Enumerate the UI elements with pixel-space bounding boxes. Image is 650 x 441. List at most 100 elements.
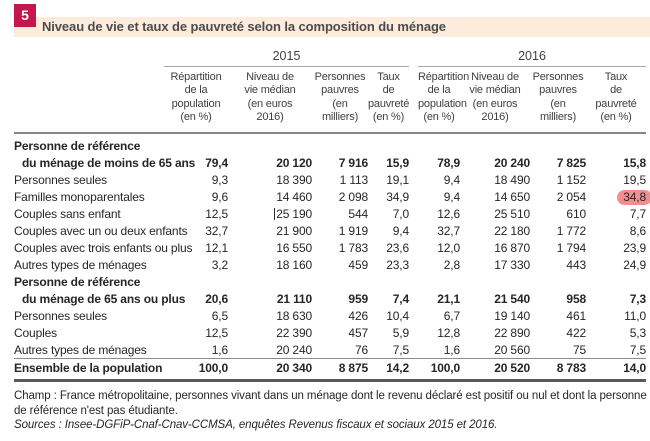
cell-value — [228, 133, 312, 154]
cell-value: 1,6 — [443, 342, 460, 357]
row-label: Familles monoparentales — [14, 190, 145, 204]
col-header-repartition-2016: Répartition de la population (en %) — [418, 66, 469, 134]
table-row: Ensemble de la population 100,0 20 340 8 87… — [14, 357, 646, 382]
cell-value — [312, 273, 368, 290]
cell-value — [228, 273, 312, 290]
group-gap — [409, 133, 418, 154]
cell-value: 8 875 — [312, 357, 368, 382]
cell-value: 6,7 — [443, 309, 460, 323]
table-row: Personne de référence — [14, 273, 646, 290]
cell-value: 2,8 — [443, 258, 460, 272]
cell-value: 426 — [348, 309, 368, 323]
cell-value: 19 140 — [494, 309, 530, 323]
cell-value: 22 890 — [494, 326, 530, 340]
cell-value — [418, 273, 460, 290]
cell-value: 7,3 — [629, 292, 646, 306]
empty-corner-cell — [14, 66, 164, 134]
title-banner: Niveau de vie et taux de pauvreté selon … — [14, 17, 650, 37]
cell-value: 5,3 — [629, 326, 646, 340]
cell-value — [418, 133, 460, 154]
row-label: Personnes seules — [14, 309, 107, 323]
cell-value: 75 — [572, 342, 586, 357]
cell-value — [164, 273, 228, 290]
row-label: Personne de référence — [14, 139, 141, 153]
cell-value: 17 330 — [494, 258, 530, 272]
cell-value: 9,6 — [211, 190, 228, 204]
cell-value: 8,6 — [629, 224, 646, 238]
cell-value: 23,6 — [386, 241, 409, 255]
group-gap — [409, 205, 418, 222]
table-row: du ménage de moins de 65 ans 79,4 20 120 7 … — [14, 154, 646, 171]
cell-value: 21 900 — [276, 224, 312, 238]
cell-value: 9,4 — [443, 190, 460, 204]
text-cursor — [274, 208, 276, 220]
cell-value: 1 152 — [556, 173, 586, 187]
cell-value: 2 054 — [556, 190, 586, 204]
cell-value: 21 540 — [494, 292, 530, 306]
cell-value: 958 — [566, 292, 586, 306]
figure-number-badge: 5 — [14, 4, 36, 27]
cell-value: 100,0 — [164, 357, 228, 382]
page-title: Niveau de vie et taux de pauvreté selon … — [42, 19, 446, 34]
highlighted-value: 34,8 — [617, 190, 650, 205]
cell-value: 12,1 — [205, 241, 228, 255]
cell-value: 12,8 — [437, 326, 460, 340]
cell-value: 16 870 — [494, 241, 530, 255]
cell-value: 25 510 — [494, 207, 530, 221]
col-header-taux-2015: Taux de pauvreté (en %) — [368, 66, 409, 134]
cell-value: 23,9 — [623, 241, 646, 255]
cell-value: 7 825 — [556, 156, 586, 170]
row-label: Personnes seules — [14, 173, 107, 187]
table-row: Personnes seules 6,5 18 630 426 10,4 6,7 19 14… — [14, 307, 646, 324]
cell-value: 32,7 — [205, 224, 228, 238]
cell-value — [460, 133, 530, 154]
row-label: du ménage de 65 ans ou plus — [22, 292, 186, 306]
cell-value: 959 — [348, 292, 368, 306]
cell-value: 12,0 — [437, 241, 460, 255]
group-gap — [409, 66, 418, 134]
cell-value: 7,5 — [392, 342, 409, 357]
col-header-personnes-2015: Personnes pauvres (en milliers) — [312, 66, 368, 134]
group-gap — [409, 188, 418, 205]
cell-value: 9,4 — [443, 173, 460, 187]
cell-value: 19,1 — [386, 173, 409, 187]
footnotes: Champ : France métropolitaine, personnes… — [14, 389, 648, 433]
cell-value: 12,5 — [205, 326, 228, 340]
cell-value — [586, 133, 646, 154]
table-row: Personne de référence — [14, 133, 646, 154]
champ-note: Champ : France métropolitaine, personnes… — [14, 390, 647, 417]
sources-note: Sources : Insee-DGFiP-Cnaf-Cnav-CCMSA, e… — [14, 419, 498, 431]
col-header-niveau-2016: Niveau de vie médian (en euros 2016) — [460, 66, 530, 134]
cell-value: 22 390 — [276, 326, 312, 340]
group-gap — [409, 341, 418, 358]
table-row: Couples avec trois enfants ou plus 12,1 16… — [14, 239, 646, 256]
table-row: Personnes seules 9,3 18 390 1 113 19,1 9,4 18 … — [14, 171, 646, 188]
cell-value: 78,9 — [437, 156, 460, 170]
cell-value: 15,8 — [623, 156, 646, 170]
cell-value: 34,8 — [586, 188, 650, 205]
cell-value — [530, 133, 586, 154]
cell-value: 422 — [566, 326, 586, 340]
group-gap — [409, 222, 418, 239]
group-gap — [409, 273, 418, 290]
cell-value: 15,9 — [386, 156, 409, 170]
cell-value: 6,5 — [211, 309, 228, 323]
cell-value: 461 — [566, 309, 586, 323]
row-label: Couples avec un ou deux enfants — [14, 224, 188, 238]
cell-value: 7 916 — [338, 156, 368, 170]
row-label: Personne de référence — [14, 275, 141, 289]
cell-value — [586, 273, 646, 290]
table-row: Familles monoparentales 9,6 14 460 2 098 34,… — [14, 188, 650, 205]
cell-value: 7,0 — [392, 207, 409, 221]
cell-value: 1 772 — [556, 224, 586, 238]
row-label: Couples sans enfant — [14, 207, 121, 221]
cell-value: 22 180 — [494, 224, 530, 238]
cell-value: 20 240 — [276, 342, 312, 357]
col-header-personnes-2016: Personnes pauvres (en milliers) — [530, 66, 586, 134]
cell-value: 12,6 — [437, 207, 460, 221]
row-label: Ensemble de la population — [14, 357, 164, 382]
cell-value: 11,0 — [624, 309, 646, 323]
cell-value — [312, 133, 368, 154]
cell-value: 20 340 — [228, 357, 312, 382]
